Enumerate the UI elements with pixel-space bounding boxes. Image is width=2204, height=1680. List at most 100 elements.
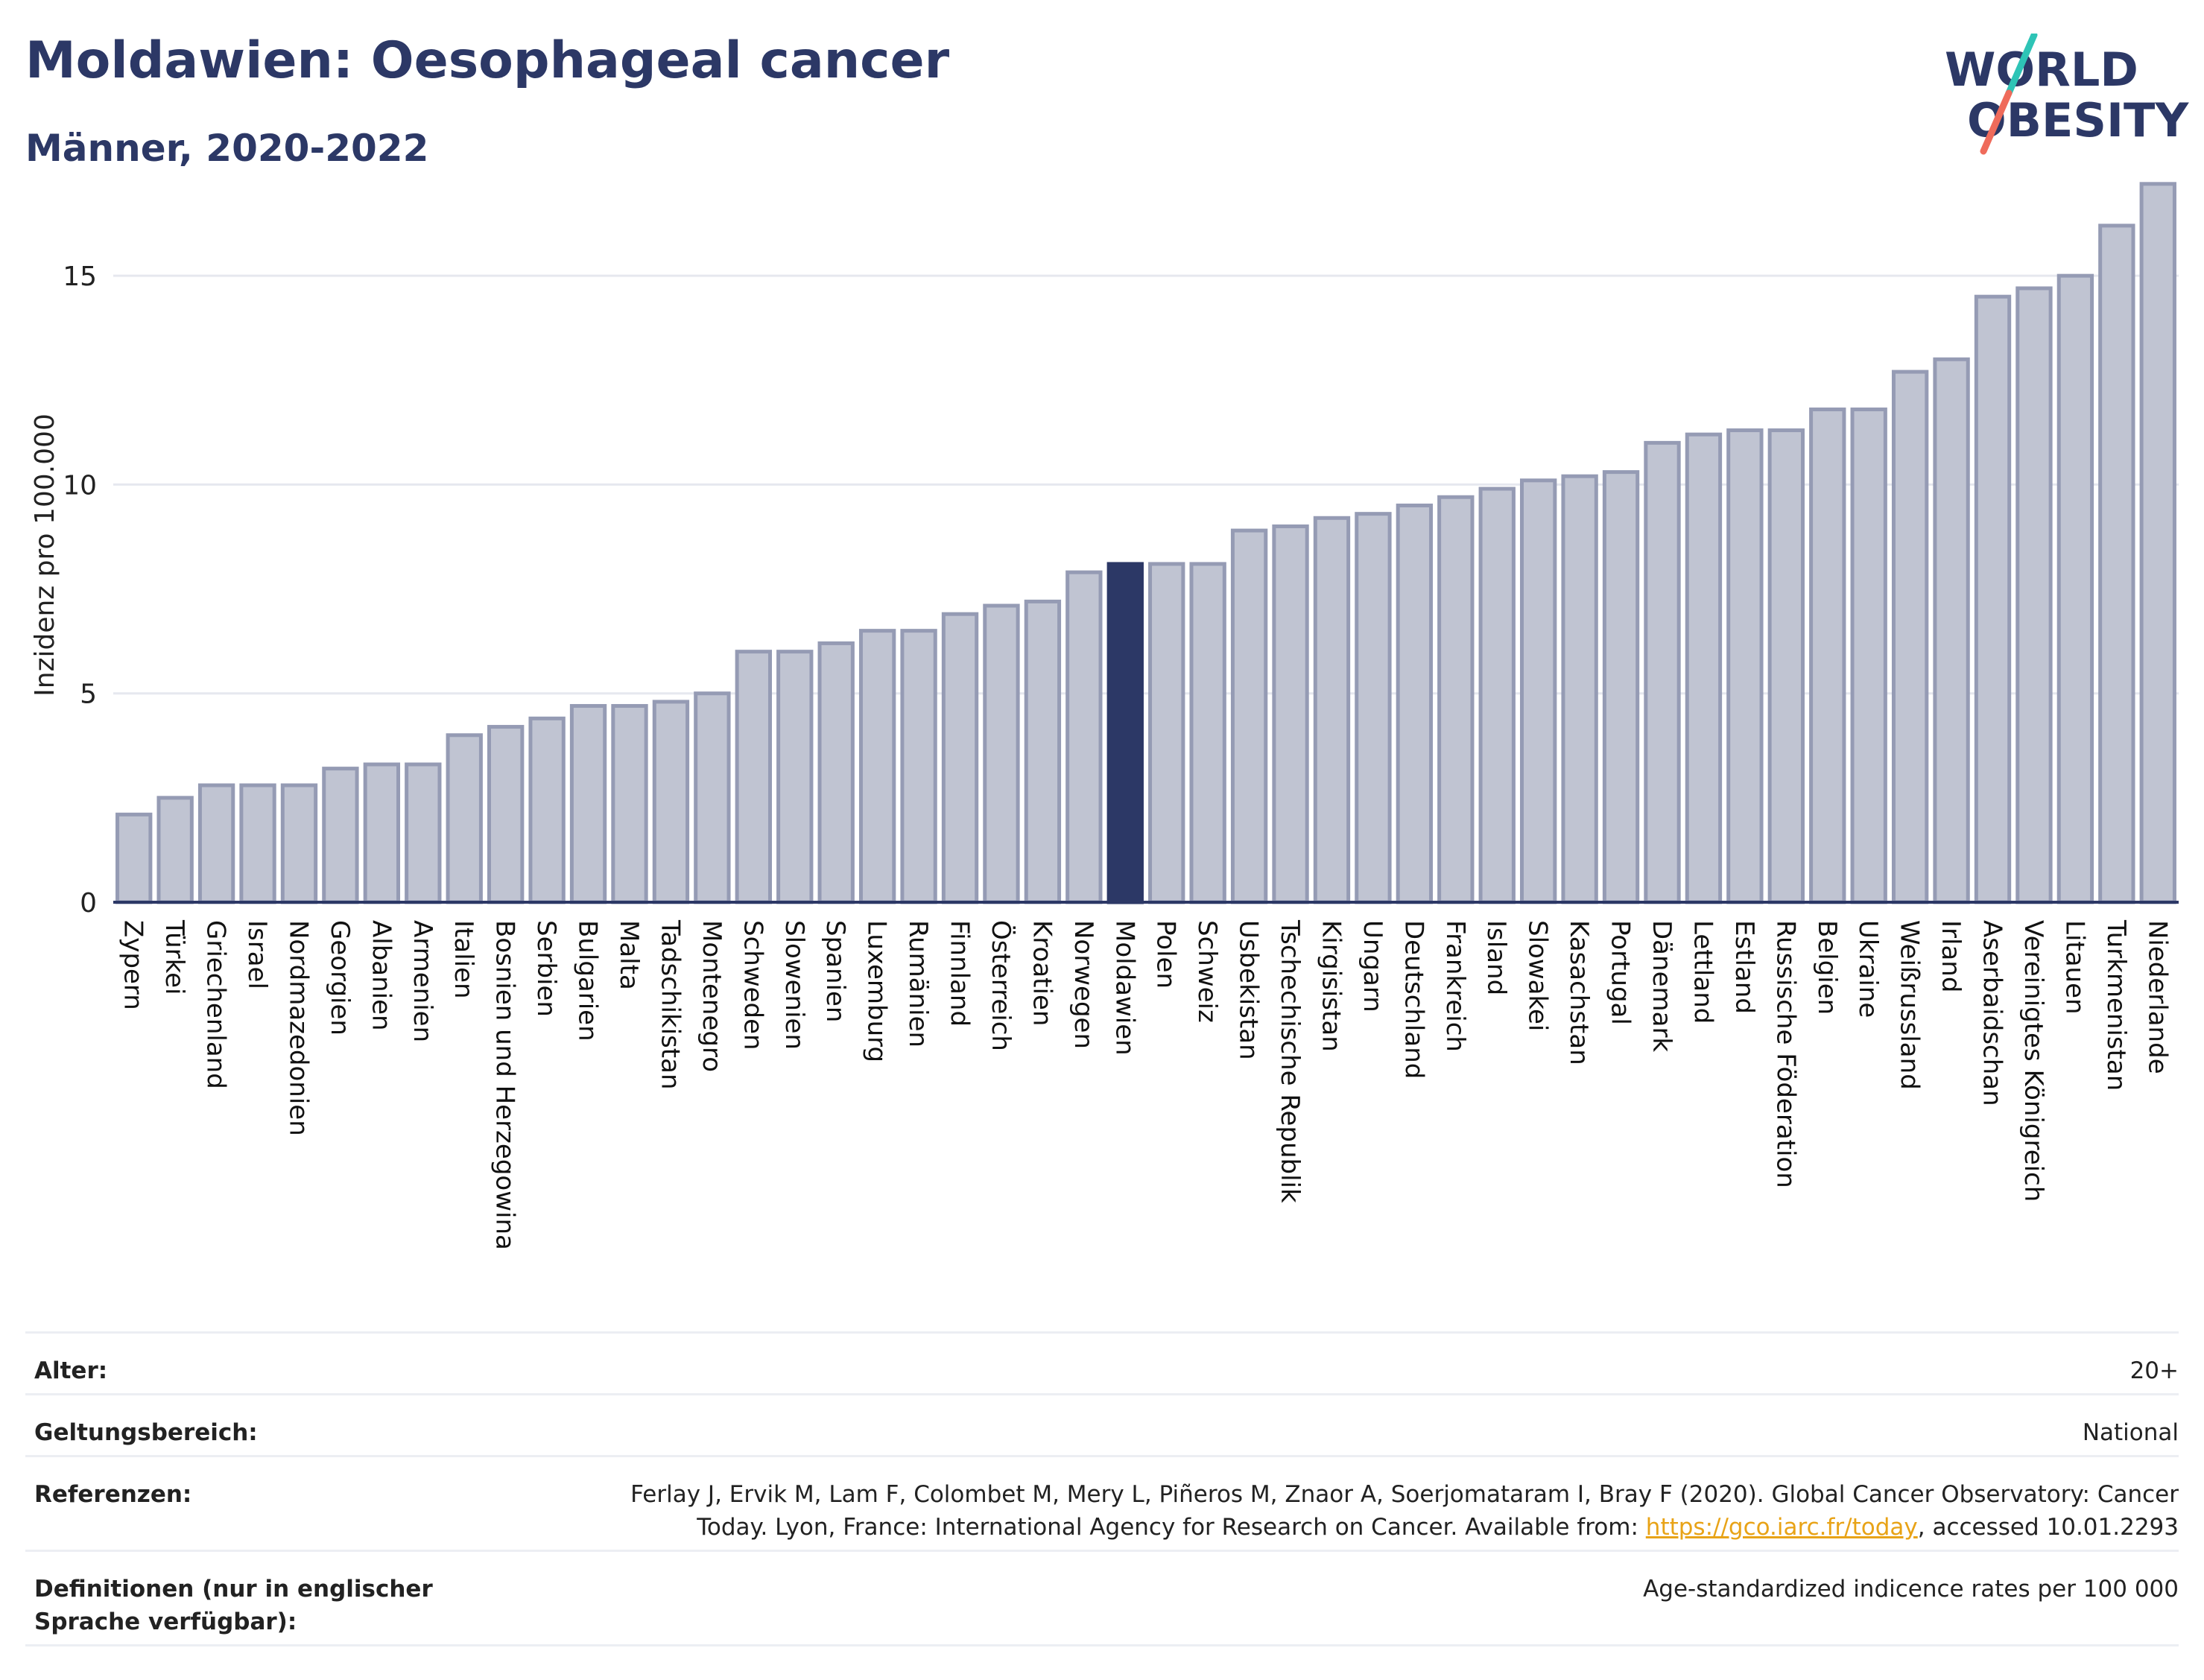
x-tick-label: Slowakei (1523, 920, 1553, 1031)
bar-chart: 0 5 10 15 Zypern Türkei Griechenland Israel Nor… (30, 182, 2179, 1250)
x-tick-label: Armenien (408, 920, 437, 1042)
bar-irland (1933, 357, 1970, 904)
x-tick-label: Deutschland (1399, 920, 1428, 1079)
x-tick-label: Kasachstan (1564, 920, 1594, 1065)
bar-russische-föderation (1767, 428, 1805, 904)
x-tick-label: Malta (614, 920, 644, 990)
meta-value-definitions: Age-standardized indicence rates per 100… (1643, 1576, 2179, 1603)
bar-bosnien-und-herzegowina (487, 725, 525, 904)
bar-deutschland (1396, 503, 1434, 904)
x-tick-label: Vereinigtes Königreich (2018, 920, 2048, 1202)
x-tick-label: Island (1481, 920, 1511, 995)
logo-line-1: WORLD (1945, 42, 2138, 97)
bar-niederlande (2139, 182, 2176, 904)
meta-row-definitions: Definitionen (nur in englischer Sprache … (25, 1550, 2179, 1646)
x-tick-label: Usbekistan (1234, 920, 1264, 1060)
bar-türkei (156, 796, 194, 904)
x-tick-label: Schweiz (1192, 920, 1222, 1023)
bar-moldawien (1106, 562, 1144, 904)
x-tick-label: Kirgisistan (1316, 920, 1346, 1052)
bar-litauen (2056, 273, 2094, 904)
x-tick-label: Zypern (118, 920, 148, 1010)
bar-serbien (528, 716, 566, 904)
y-tick-label: 5 (80, 679, 97, 710)
bar-malta (611, 704, 648, 904)
x-tick-label: Weißrussland (1895, 920, 1925, 1090)
y-tick-labels: 0 5 10 15 (63, 261, 97, 919)
bar-ungarn (1355, 512, 1392, 904)
bar-montenegro (694, 691, 731, 904)
meta-row-scope: Geltungsbereich: National (25, 1393, 2179, 1455)
x-tick-label: Bulgarien (573, 920, 603, 1042)
reference-link[interactable]: https://gco.iarc.fr/today (1645, 1514, 1918, 1541)
x-tick-label: Portugal (1606, 920, 1635, 1025)
y-tick-label: 10 (63, 470, 97, 501)
bar-italien (446, 733, 483, 904)
x-tick-label: Spanien (820, 920, 850, 1022)
x-tick-label: Aserbaidschan (1977, 920, 2007, 1106)
bar-vereinigtes-königreich (2015, 286, 2053, 904)
x-tick-label: Norwegen (1068, 920, 1098, 1049)
x-tick-label: Serbien (531, 920, 561, 1017)
y-tick-label: 0 (80, 888, 97, 919)
x-tick-label: Belgien (1812, 920, 1842, 1015)
meta-row-age: Alter: 20+ (25, 1331, 2179, 1393)
bar-georgien (322, 767, 359, 904)
x-tick-label: Slowenien (779, 920, 809, 1050)
x-tick-label: Georgien (325, 920, 355, 1036)
y-axis-label: Inzidenz pro 100.000 (30, 413, 60, 697)
bar-albanien (363, 762, 401, 904)
bar-estland (1726, 428, 1764, 904)
x-tick-label: Schweden (738, 920, 767, 1050)
reference-accessed: , accessed 10.01.2293 (1917, 1514, 2179, 1541)
bar-rumänien (900, 629, 937, 904)
x-tick-label: Bosnien und Herzegowina (490, 920, 520, 1250)
x-tick-label: Litauen (2059, 920, 2089, 1015)
x-tick-label: Turkmenistan (2101, 919, 2131, 1091)
x-tick-label: Tadschikistan (655, 919, 685, 1090)
x-tick-label: Russische Föderation (1770, 920, 1800, 1188)
bar-lettland (1685, 432, 1723, 904)
meta-row-references: Referenzen: Ferlay J, Ervik M, Lam F, Co… (25, 1455, 2179, 1550)
bar-portugal (1602, 470, 1640, 904)
x-tick-label: Rumänien (903, 920, 933, 1047)
meta-label-scope: Geltungsbereich: (34, 1419, 258, 1446)
bar-spanien (817, 641, 855, 904)
bar-tschechische-republik (1272, 524, 1309, 904)
meta-value-age: 20+ (2129, 1357, 2179, 1384)
x-tick-label: Österreich (986, 920, 1016, 1051)
x-tick-label: Türkei (159, 919, 189, 995)
x-tick-label: Griechenland (201, 920, 231, 1089)
x-tick-label: Dänemark (1647, 920, 1676, 1052)
bar-israel (239, 783, 276, 904)
x-tick-label: Irland (1936, 920, 1966, 992)
bar-luxemburg (858, 629, 896, 904)
x-tick-labels: Zypern Türkei Griechenland Israel Nordmazedo… (118, 919, 2173, 1250)
bar-ukraine (1850, 408, 1887, 904)
x-tick-label: Ukraine (1853, 920, 1883, 1018)
bar-aserbaidschan (1974, 294, 2012, 904)
logo-slash-bottom (1980, 89, 2013, 155)
bar-zypern (115, 812, 153, 904)
meta-label-age: Alter: (34, 1357, 108, 1384)
logo-slash-top (2005, 34, 2038, 97)
reference-text: Ferlay J, Ervik M, Lam F, Colombet M, Me… (630, 1481, 2179, 1541)
meta-label-references: Referenzen: (34, 1481, 192, 1508)
bar-belgien (1809, 408, 1846, 904)
bar-frankreich (1437, 495, 1475, 904)
x-tick-label: Tschechische Republik (1275, 919, 1305, 1203)
bar-nordmazedonien (280, 783, 318, 904)
meta-label-definitions: Definitionen (nur in englischer Sprache … (34, 1576, 433, 1635)
x-tick-label: Ungarn (1358, 920, 1387, 1012)
x-tick-label: Polen (1151, 920, 1181, 989)
x-tick-label: Niederlande (2142, 920, 2172, 1074)
x-tick-label: Nordmazedonien (283, 920, 313, 1136)
bar-turkmenistan (2098, 224, 2135, 904)
x-tick-label: Kroatien (1027, 920, 1057, 1026)
x-tick-label: Estland (1729, 920, 1759, 1014)
bar-finnland (941, 612, 979, 904)
x-tick-label: Albanien (366, 920, 396, 1031)
bar-norwegen (1065, 570, 1103, 904)
bar-slowakei (1520, 478, 1557, 904)
bar-polen (1148, 562, 1185, 904)
